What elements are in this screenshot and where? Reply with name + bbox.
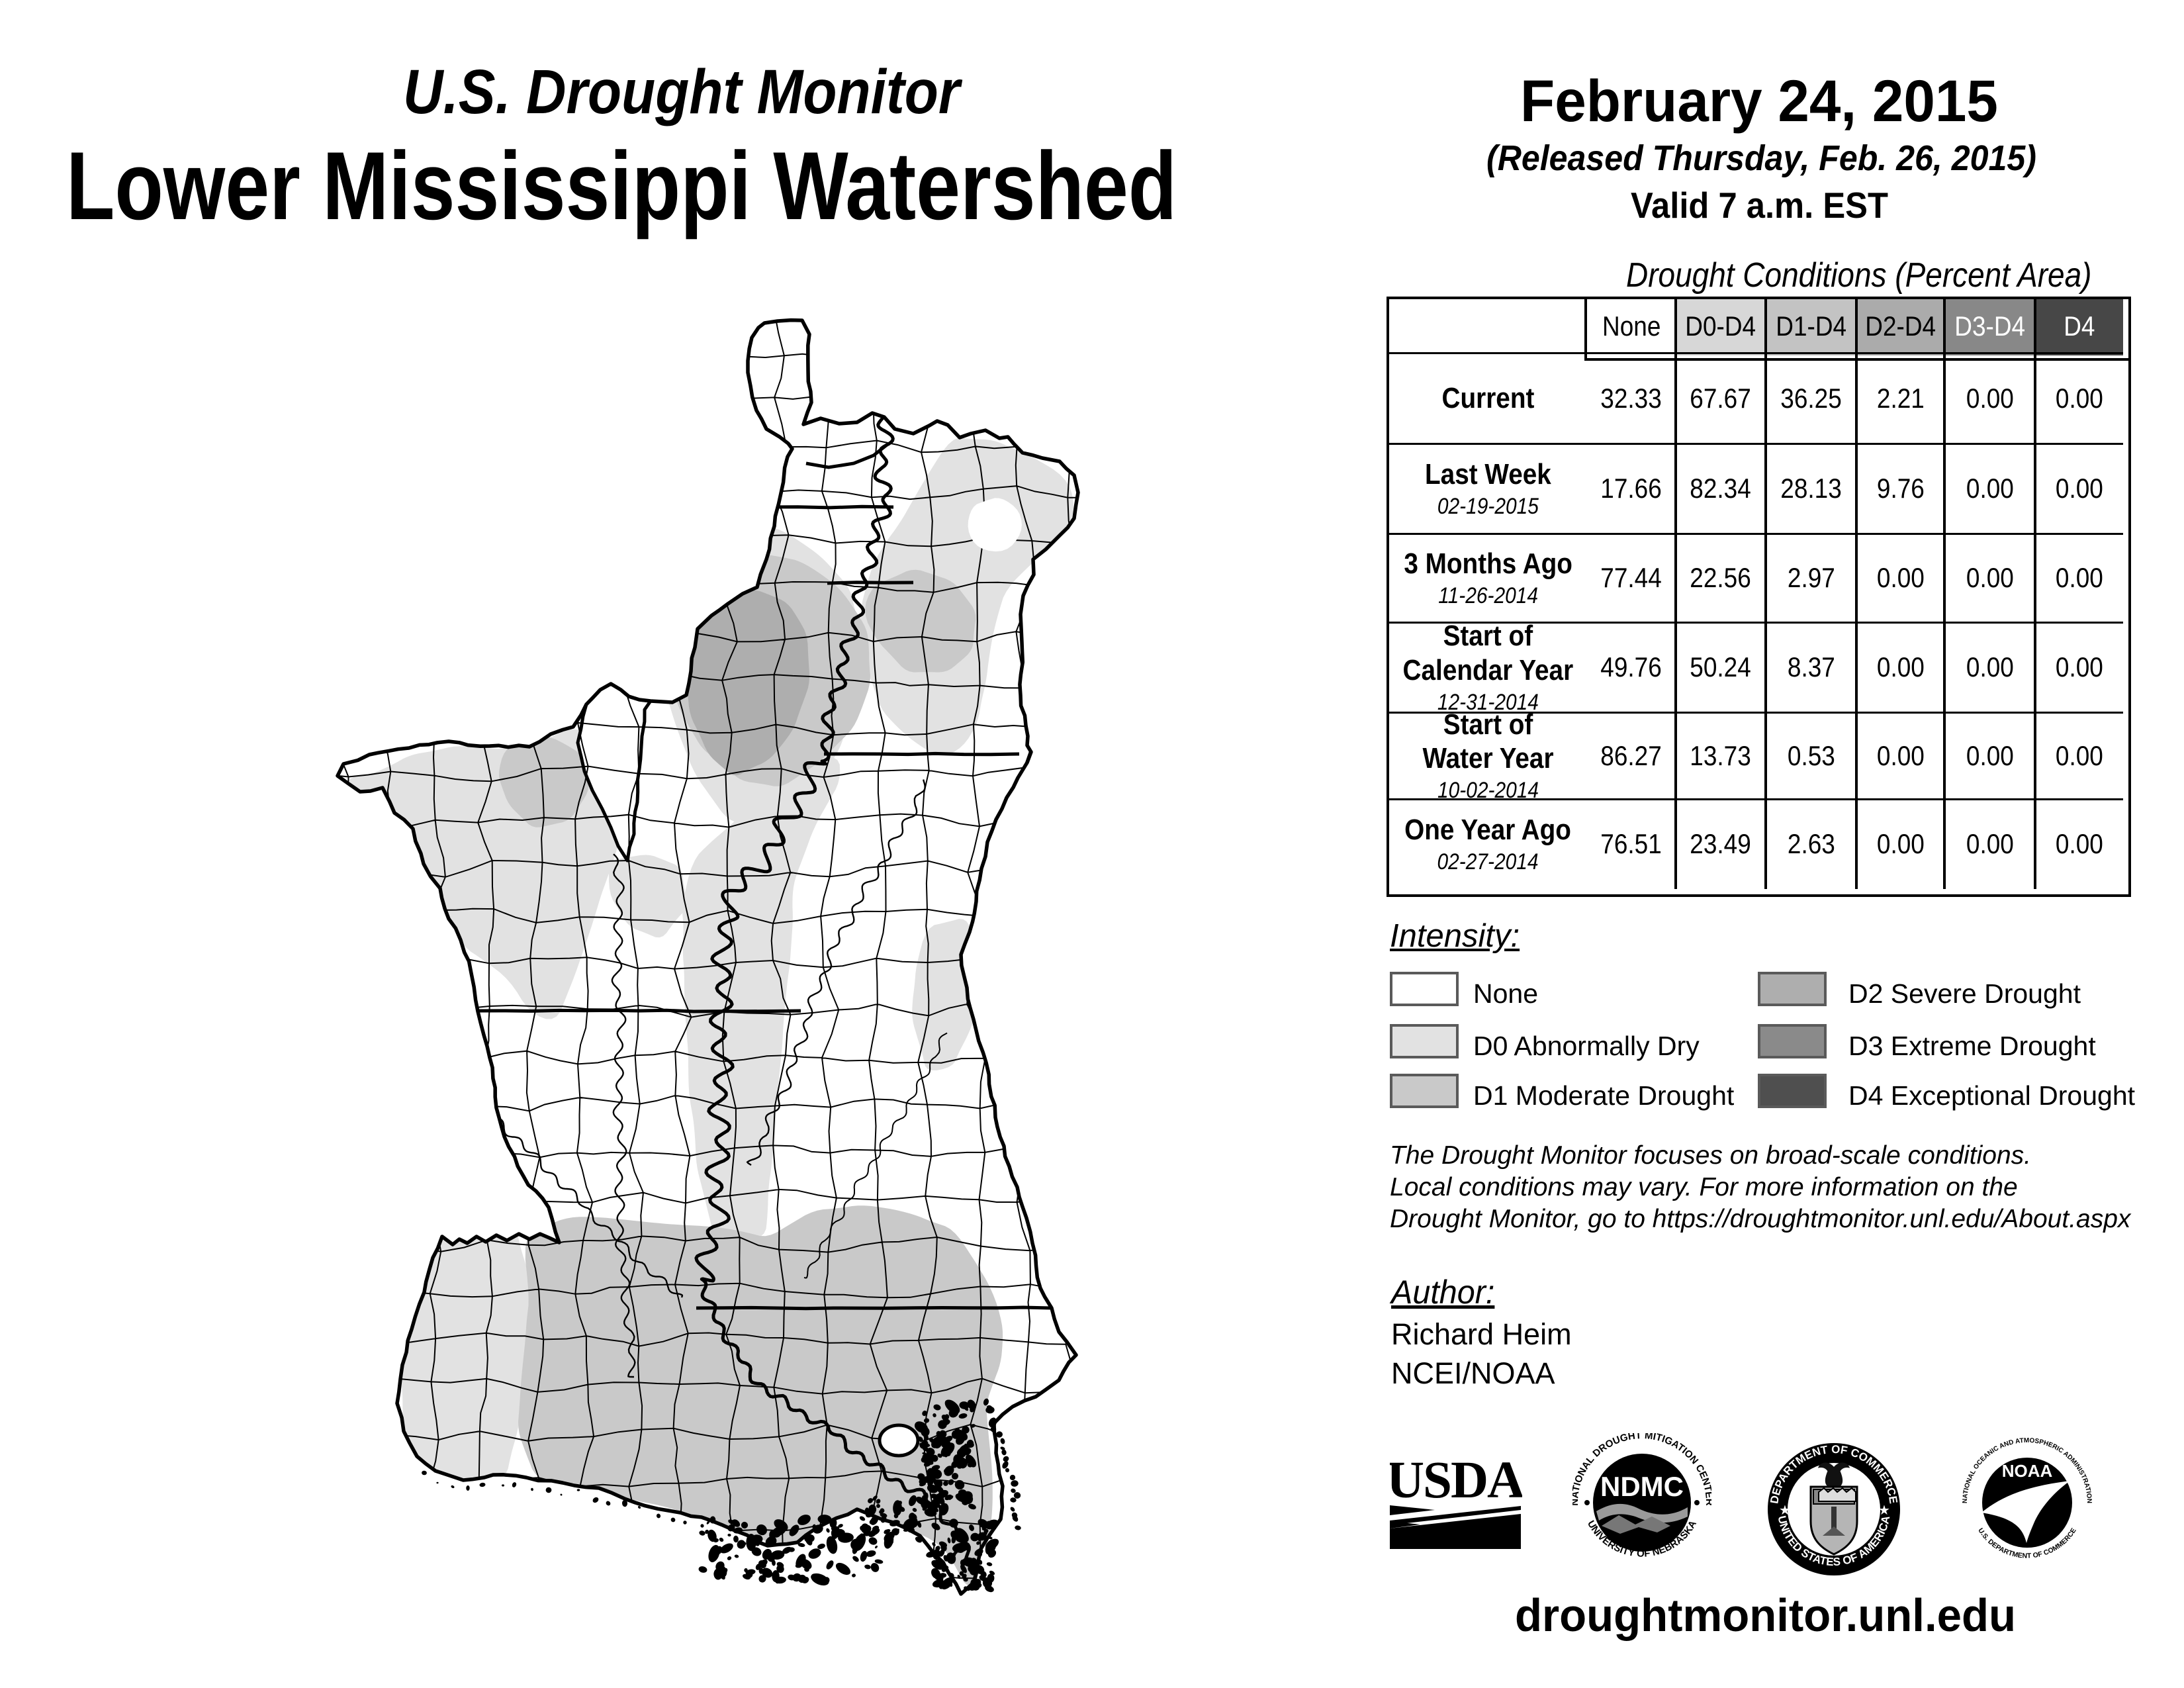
svg-text:★: ★ [1779, 1503, 1791, 1518]
svg-text:NOAA: NOAA [2002, 1461, 2053, 1481]
svg-text:USDA: USDA [1390, 1454, 1522, 1509]
svg-text:★: ★ [1878, 1503, 1890, 1518]
svg-text:NDMC: NDMC [1600, 1471, 1684, 1502]
